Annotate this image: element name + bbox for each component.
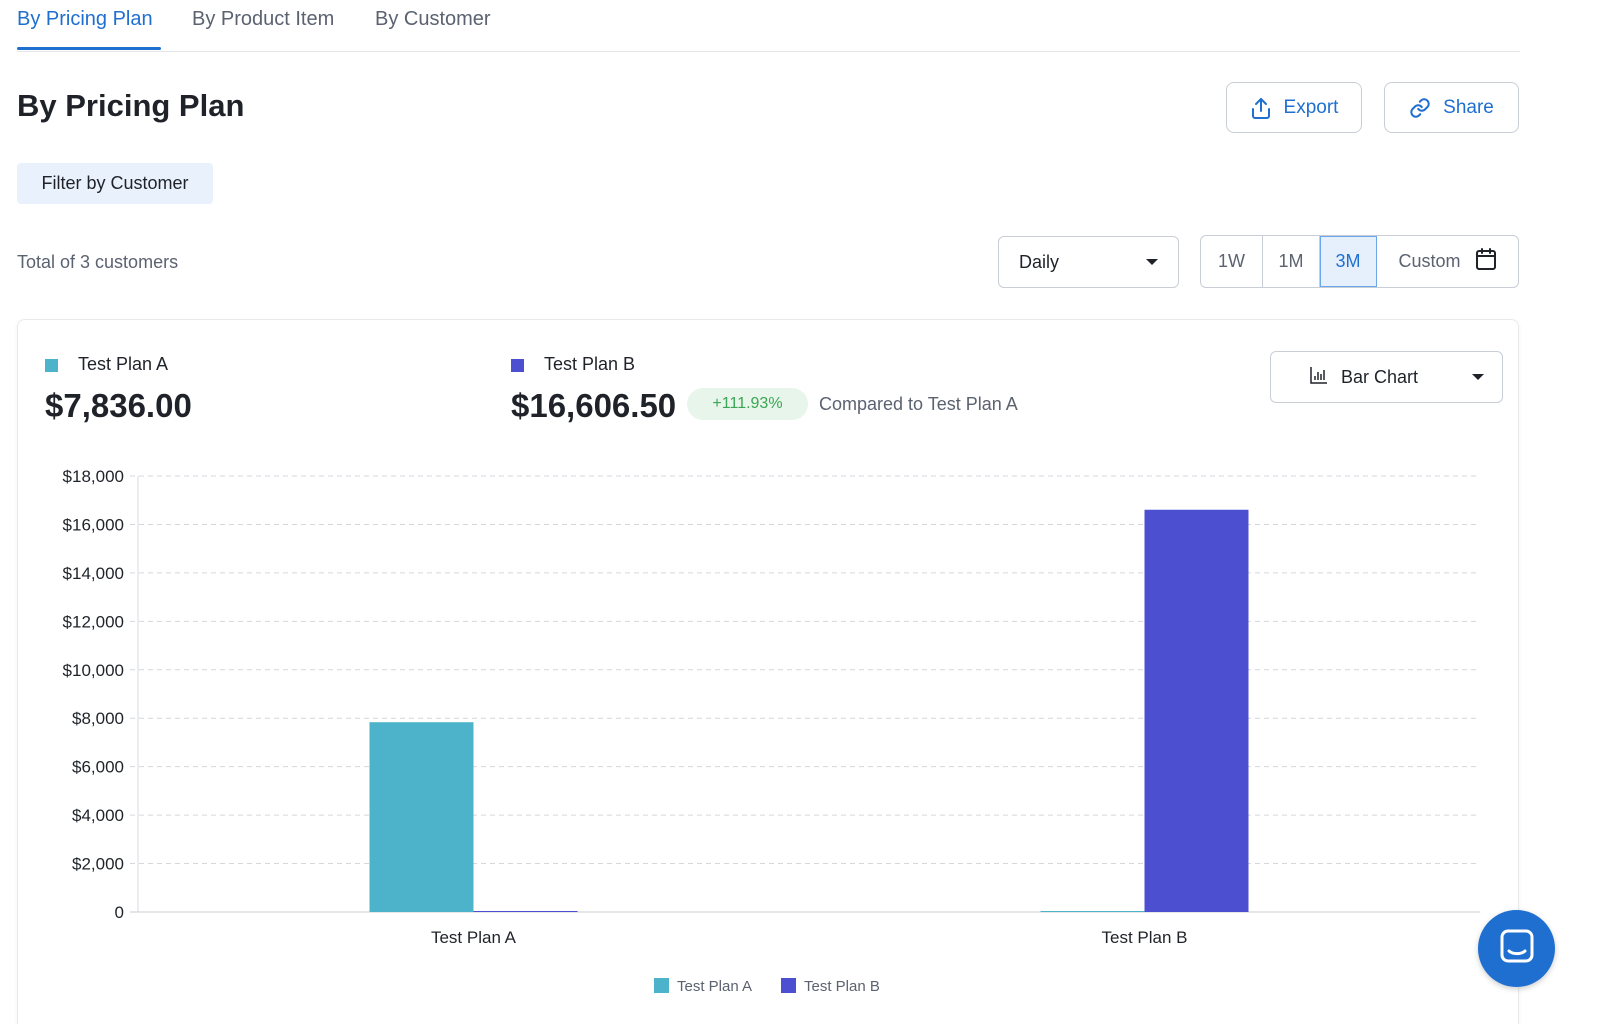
export-label: Export — [1283, 96, 1339, 118]
range-option-1m[interactable]: 1M — [1263, 236, 1320, 287]
series-a-total: $7,836.00 — [45, 387, 192, 424]
caret-down-icon — [1472, 374, 1484, 380]
y-tick-label: $12,000 — [63, 612, 124, 631]
caret-down-icon — [1146, 259, 1158, 265]
bar-chart-icon — [1309, 365, 1329, 390]
share-label: Share — [1443, 96, 1494, 118]
x-tick-label: Test Plan A — [431, 928, 517, 947]
upload-icon — [1250, 96, 1272, 120]
total-customers-text: Total of 3 customers — [17, 252, 179, 272]
range-option-custom[interactable]: Custom — [1377, 236, 1518, 287]
interval-select-value: Daily — [1019, 251, 1060, 272]
calendar-icon — [1475, 247, 1497, 276]
chat-widget-button[interactable] — [1478, 910, 1555, 987]
legend-label: Test Plan A — [677, 978, 752, 995]
link-icon — [1409, 97, 1431, 119]
tab-bar: By Pricing Plan By Product Item By Custo… — [17, 0, 1520, 52]
tab-by-customer[interactable]: By Customer — [375, 8, 491, 30]
bar — [473, 911, 578, 912]
chart-card: Test Plan A $7,836.00 Test Plan B $16,60… — [17, 319, 1519, 1024]
export-button[interactable]: Export — [1226, 82, 1362, 133]
y-tick-label: $10,000 — [63, 661, 124, 680]
bar — [1040, 911, 1145, 912]
y-tick-label: $8,000 — [72, 709, 124, 728]
change-badge: +111.93% — [687, 388, 808, 420]
active-tab-indicator — [17, 47, 161, 50]
filter-by-customer-button[interactable]: Filter by Customer — [17, 163, 213, 204]
series-b-total: $16,606.50 — [511, 387, 677, 424]
tab-by-product-item[interactable]: By Product Item — [192, 8, 335, 30]
chart-type-select[interactable]: Bar Chart — [1270, 351, 1503, 403]
y-tick-label: $4,000 — [72, 806, 124, 825]
date-range-group: 1W 1M 3M Custom — [1200, 235, 1519, 288]
compared-text: Compared to Test Plan A — [819, 394, 1018, 414]
y-tick-label: $16,000 — [63, 515, 124, 534]
y-tick-label: $18,000 — [63, 467, 124, 486]
chart-type-value: Bar Chart — [1341, 366, 1419, 387]
series-a-swatch — [45, 359, 58, 372]
legend-swatch — [654, 978, 669, 993]
interval-select[interactable]: Daily — [998, 236, 1179, 288]
y-tick-label: 0 — [115, 903, 124, 922]
series-a-name: Test Plan A — [78, 354, 169, 374]
range-option-1w[interactable]: 1W — [1201, 236, 1263, 287]
page-title: By Pricing Plan — [17, 88, 245, 123]
chat-icon — [1497, 926, 1537, 971]
series-b-name: Test Plan B — [544, 354, 636, 374]
y-tick-label: $2,000 — [72, 855, 124, 874]
tab-by-pricing-plan[interactable]: By Pricing Plan — [17, 8, 153, 30]
y-tick-label: $6,000 — [72, 758, 124, 777]
share-button[interactable]: Share — [1384, 82, 1519, 133]
series-b-swatch — [511, 359, 524, 372]
y-tick-label: $14,000 — [63, 564, 124, 583]
legend-swatch — [781, 978, 796, 993]
range-option-3m[interactable]: 3M — [1320, 236, 1377, 287]
legend-label: Test Plan B — [804, 978, 880, 995]
custom-range-label: Custom — [1398, 251, 1461, 271]
bar — [1144, 509, 1249, 912]
x-tick-label: Test Plan B — [1102, 928, 1188, 947]
bar — [369, 722, 474, 912]
